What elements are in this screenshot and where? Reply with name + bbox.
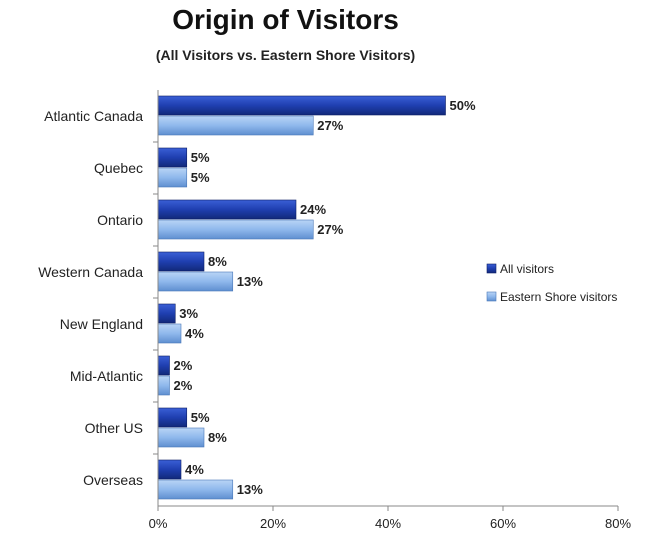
category-label-western-canada: Western Canada — [38, 264, 143, 280]
category-label-overseas: Overseas — [83, 472, 143, 488]
category-label-atlantic-canada: Atlantic Canada — [44, 108, 143, 124]
data-label-eastern-shore-quebec: 5% — [191, 170, 210, 185]
legend-label-all-visitors: All visitors — [500, 262, 554, 276]
data-label-eastern-shore-atlantic-canada: 27% — [317, 118, 343, 133]
bar-all-visitors-western-canada — [157, 251, 205, 272]
bar-all-visitors-mid-atlantic — [157, 355, 170, 376]
bar-eastern-shore-other-us — [157, 427, 205, 448]
legend-swatch-eastern-shore — [486, 291, 497, 302]
bar-eastern-shore-mid-atlantic — [157, 375, 170, 396]
data-label-eastern-shore-other-us: 8% — [208, 430, 227, 445]
data-label-all-visitors-quebec: 5% — [191, 150, 210, 165]
data-label-all-visitors-other-us: 5% — [191, 410, 210, 425]
bar-all-visitors-other-us — [157, 407, 188, 428]
data-label-all-visitors-overseas: 4% — [185, 462, 204, 477]
x-tick-label: 20% — [260, 516, 286, 531]
data-label-eastern-shore-western-canada: 13% — [237, 274, 263, 289]
bar-eastern-shore-new-england — [157, 323, 182, 344]
bar-eastern-shore-overseas — [157, 479, 234, 500]
category-label-quebec: Quebec — [94, 160, 143, 176]
data-label-all-visitors-ontario: 24% — [300, 202, 326, 217]
data-label-eastern-shore-overseas: 13% — [237, 482, 263, 497]
data-label-eastern-shore-new-england: 4% — [185, 326, 204, 341]
category-label-other-us: Other US — [85, 420, 143, 436]
data-label-eastern-shore-ontario: 27% — [317, 222, 343, 237]
bar-all-visitors-atlantic-canada — [157, 95, 446, 116]
bar-eastern-shore-quebec — [157, 167, 188, 188]
x-tick-label: 60% — [490, 516, 516, 531]
category-label-ontario: Ontario — [97, 212, 143, 228]
bar-all-visitors-ontario — [157, 199, 297, 220]
x-tick-label: 40% — [375, 516, 401, 531]
data-label-all-visitors-new-england: 3% — [179, 306, 198, 321]
data-label-all-visitors-atlantic-canada: 50% — [450, 98, 476, 113]
data-label-eastern-shore-mid-atlantic: 2% — [174, 378, 193, 393]
chart-title: Origin of Visitors — [172, 4, 399, 35]
bar-all-visitors-overseas — [157, 459, 182, 480]
category-label-new-england: New England — [60, 316, 143, 332]
legend-swatch-all-visitors — [486, 263, 497, 274]
legend-label-eastern-shore: Eastern Shore visitors — [500, 290, 617, 304]
data-label-all-visitors-western-canada: 8% — [208, 254, 227, 269]
category-label-mid-atlantic: Mid-Atlantic — [70, 368, 143, 384]
bar-eastern-shore-ontario — [157, 219, 314, 240]
bar-eastern-shore-atlantic-canada — [157, 115, 314, 136]
chart-subtitle: (All Visitors vs. Eastern Shore Visitors… — [155, 47, 416, 63]
bar-all-visitors-new-england — [157, 303, 176, 324]
x-tick-label: 80% — [605, 516, 631, 531]
x-tick-label: 0% — [149, 516, 168, 531]
data-label-all-visitors-mid-atlantic: 2% — [174, 358, 193, 373]
bar-all-visitors-quebec — [157, 147, 188, 168]
bar-eastern-shore-western-canada — [157, 271, 234, 292]
